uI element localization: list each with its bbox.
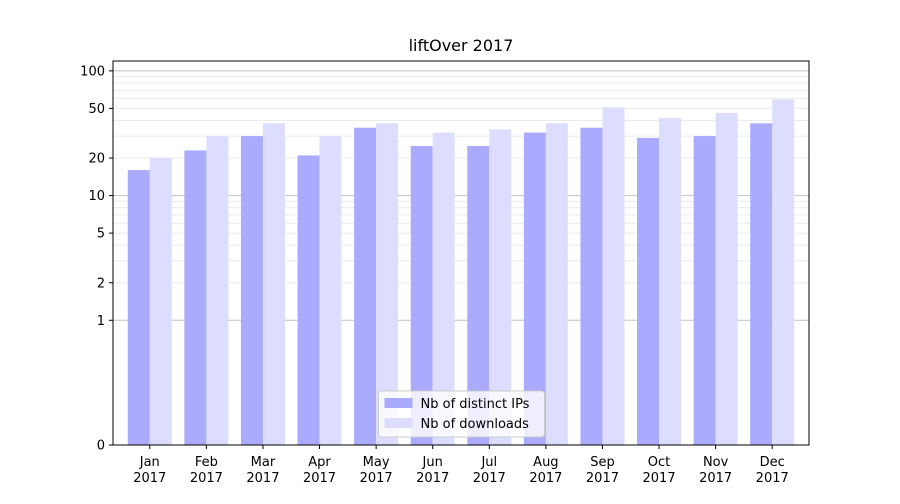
x-tick-label-month: Jun — [422, 455, 443, 470]
bar-downloads — [715, 112, 738, 446]
y-tick-label: 20 — [88, 152, 105, 167]
bar-distinct-ips — [750, 123, 773, 446]
axes: 0125102050100Jan2017Feb2017Mar2017Apr201… — [80, 64, 789, 486]
x-tick-label-year: 2017 — [529, 471, 562, 486]
x-tick-label-month: Aug — [533, 455, 558, 470]
bar-distinct-ips — [410, 145, 433, 446]
x-tick-label-month: Jul — [480, 455, 497, 470]
bar-distinct-ips — [523, 132, 546, 446]
bar-downloads — [545, 123, 568, 446]
y-tick-label: 2 — [97, 276, 105, 291]
x-tick-label-month: Mar — [251, 455, 276, 470]
x-tick-label-month: Feb — [195, 455, 218, 470]
bar-distinct-ips — [580, 127, 603, 445]
bars — [127, 99, 795, 446]
plot-frame — [112, 60, 810, 446]
bar-distinct-ips — [354, 127, 377, 445]
x-tick-label-year: 2017 — [756, 471, 789, 486]
y-tick-label: 50 — [88, 102, 105, 117]
x-tick-label-month: May — [363, 455, 390, 470]
bar-distinct-ips — [127, 170, 150, 445]
bar-downloads — [602, 107, 625, 445]
x-tick-label-year: 2017 — [416, 471, 449, 486]
x-tick-label-year: 2017 — [360, 471, 393, 486]
bar-distinct-ips — [693, 136, 716, 446]
y-tick-label: 5 — [97, 227, 105, 242]
legend-label: Nb of downloads — [421, 417, 530, 432]
x-tick-label-year: 2017 — [303, 471, 336, 486]
x-tick-label-month: Oct — [648, 455, 670, 470]
bar-distinct-ips — [637, 137, 660, 446]
chart-title: liftOver 2017 — [409, 36, 514, 55]
x-tick-label-year: 2017 — [586, 471, 619, 486]
x-tick-label-year: 2017 — [473, 471, 506, 486]
bar-downloads — [319, 136, 342, 446]
legend: Nb of distinct IPs Nb of downloads — [378, 390, 545, 438]
x-tick-label-month: Apr — [308, 455, 331, 470]
bar-distinct-ips — [297, 155, 320, 445]
bar-downloads — [262, 123, 285, 446]
bar-distinct-ips — [467, 145, 490, 446]
bar-downloads — [206, 136, 229, 446]
bar-downloads — [489, 129, 512, 446]
x-tick-label-year: 2017 — [699, 471, 732, 486]
x-tick-label-month: Sep — [590, 455, 615, 470]
legend-label: Nb of distinct IPs — [421, 397, 530, 412]
x-tick-label-year: 2017 — [133, 471, 166, 486]
bar-downloads — [149, 158, 172, 445]
bar-downloads — [376, 123, 399, 446]
legend-swatch — [384, 398, 413, 408]
bar-downloads — [432, 132, 455, 446]
x-tick-label-year: 2017 — [643, 471, 676, 486]
y-tick-label: 10 — [88, 189, 105, 204]
bar-distinct-ips — [240, 136, 263, 446]
legend-swatch — [384, 418, 413, 428]
legend-box — [378, 390, 545, 438]
x-tick-label-year: 2017 — [246, 471, 279, 486]
bar-distinct-ips — [184, 150, 207, 445]
bar-downloads — [659, 117, 682, 445]
x-tick-label-year: 2017 — [190, 471, 223, 486]
bar-downloads — [772, 99, 795, 446]
x-tick-label-month: Jan — [139, 455, 160, 470]
y-tick-label: 0 — [97, 439, 105, 454]
x-tick-label-month: Dec — [760, 455, 785, 470]
y-tick-label: 100 — [80, 64, 105, 79]
grid — [113, 70, 809, 321]
y-tick-label: 1 — [97, 314, 105, 329]
x-tick-label-month: Nov — [703, 455, 729, 470]
